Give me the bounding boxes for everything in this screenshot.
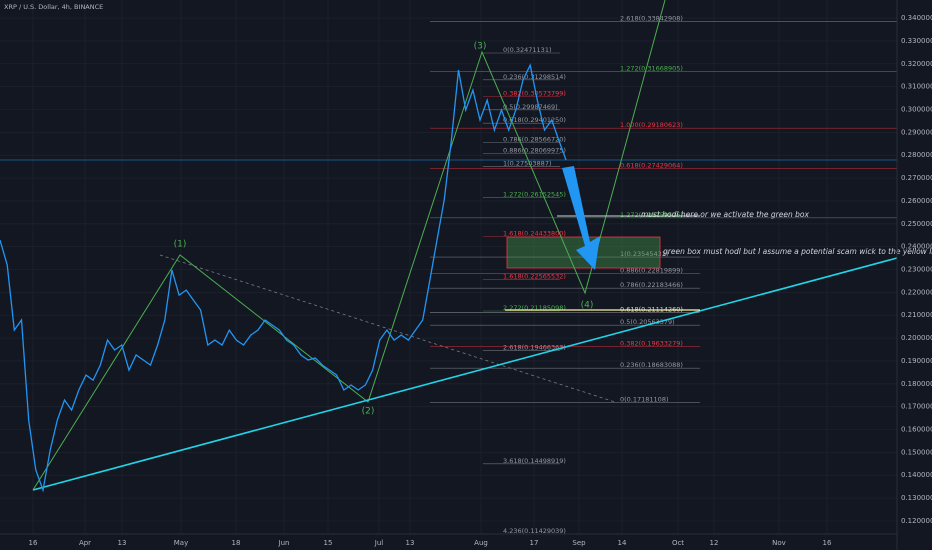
x-tick-label: Jun: [278, 539, 290, 547]
wave-label: (4): [581, 301, 594, 311]
y-tick-label: 0.28000000: [901, 151, 932, 159]
x-tick-label: Apr: [79, 539, 91, 547]
x-tick-label: 12: [710, 539, 719, 547]
fib-label: 0.382(0.30573799): [503, 89, 566, 97]
fib-label: 0(0.17181108): [620, 396, 669, 404]
y-tick-label: 0.18000000: [901, 380, 932, 388]
fib-label: 0.236(0.31298514): [503, 73, 566, 81]
fib-label: 1.000(0.29180623): [620, 121, 683, 129]
trendline: [32, 257, 898, 491]
fib-label: 0.618(0.27429064): [620, 161, 683, 169]
fib-label: 1.272(0.25259526): [620, 211, 683, 219]
annotation: must hodl here or we activate the green …: [641, 210, 809, 219]
y-tick-label: 0.31000000: [901, 83, 932, 91]
x-tick-label: Jul: [374, 539, 384, 547]
fib-label: 4.236(0.11429039): [503, 527, 566, 535]
y-tick-label: 0.33000000: [901, 37, 932, 45]
wave-label: (1): [174, 240, 187, 250]
x-tick-label: May: [174, 539, 188, 547]
x-tick-label: 18: [232, 539, 241, 547]
y-tick-label: 0.25000000: [901, 220, 932, 228]
y-tick-label: 0.14000000: [901, 471, 932, 479]
x-tick-label: 14: [618, 539, 627, 547]
arrow: [562, 166, 600, 270]
fib-label: 0.618(0.29401250): [503, 116, 566, 124]
y-tick-label: 0.16000000: [901, 426, 932, 434]
y-tick-label: 0.32000000: [901, 60, 932, 68]
x-tick-label: Aug: [474, 539, 488, 547]
y-tick-label: 0.20000000: [901, 334, 932, 342]
x-tick-label: 13: [406, 539, 415, 547]
grid: [0, 0, 897, 534]
fib-label: 0.5(0.29987469): [503, 103, 558, 111]
price-series: [0, 63, 567, 493]
fib-label: 0.886(0.22819899): [620, 267, 683, 275]
fib-tools: 0(0.32471131) 0.236(0.31298514) 0.382(0.30…: [430, 15, 897, 535]
fib-label: 1(0.27503887): [503, 160, 552, 168]
fib-label: 1.618(0.24433800): [503, 230, 566, 238]
x-tick-label: 16: [29, 539, 38, 547]
x-tick-label: Oct: [672, 539, 684, 547]
y-tick-label: 0.24000000: [901, 243, 932, 251]
x-tick-label: 13: [118, 539, 127, 547]
y-tick-label: 0.17000000: [901, 403, 932, 411]
y-tick-label: 0.19000000: [901, 357, 932, 365]
fib-label: 1(0.23545432): [620, 250, 669, 258]
y-tick-label: 0.30000000: [901, 105, 932, 113]
fib-label: 0(0.32471131): [503, 46, 552, 54]
fib-label: 3.618(0.14498919): [503, 457, 566, 465]
fib-label: 2.618(0.19466363): [503, 343, 566, 351]
fib-label: 0.786(0.22183466): [620, 281, 683, 289]
wave-label: (3): [474, 42, 487, 52]
fib-label: 2.272(0.21185098): [503, 304, 566, 312]
price-line: [0, 63, 567, 493]
fib-label: 0.886(0.28069975): [503, 147, 566, 155]
fib-label: 1.272(0.26152545): [503, 190, 566, 198]
y-tick-label: 0.26000000: [901, 197, 932, 205]
x-tick-label: 15: [324, 539, 333, 547]
x-tick-label: 17: [530, 539, 539, 547]
y-tick-label: 0.34000000: [901, 14, 932, 22]
y-tick-label: 0.22000000: [901, 288, 932, 296]
y-tick-label: 0.29000000: [901, 128, 932, 136]
y-tick-label: 0.27000000: [901, 174, 932, 182]
fib-label: 0.786(0.28566720): [503, 135, 566, 143]
fib-label: 0.5(0.20563379): [620, 318, 675, 326]
fib-label: 0.236(0.18683088): [620, 361, 683, 369]
x-tick-label: Sep: [572, 539, 586, 547]
x-tick-label: 16: [823, 539, 832, 547]
x-tick-label: Nov: [772, 539, 786, 547]
y-tick-label: 0.23000000: [901, 266, 932, 274]
fib-label: 1.618(0.22565532): [503, 272, 566, 280]
annotation: green box must hodl but I assume a poten…: [663, 247, 932, 256]
y-tick-label: 0.21000000: [901, 311, 932, 319]
fib-label: 2.618(0.33842908): [620, 15, 683, 23]
fib-label: 0.382(0.19633279): [620, 339, 683, 347]
fib-label: 1.272(0.31668905): [620, 64, 683, 72]
wave-label: (2): [362, 407, 375, 417]
y-tick-label: 0.15000000: [901, 448, 932, 456]
y-tick-label: 0.12000000: [901, 517, 932, 525]
y-tick-label: 0.13000000: [901, 494, 932, 502]
dashed-trend: [159, 254, 616, 403]
chart-title: XRP / U.S. Dollar, 4h, BINANCE: [4, 3, 103, 11]
